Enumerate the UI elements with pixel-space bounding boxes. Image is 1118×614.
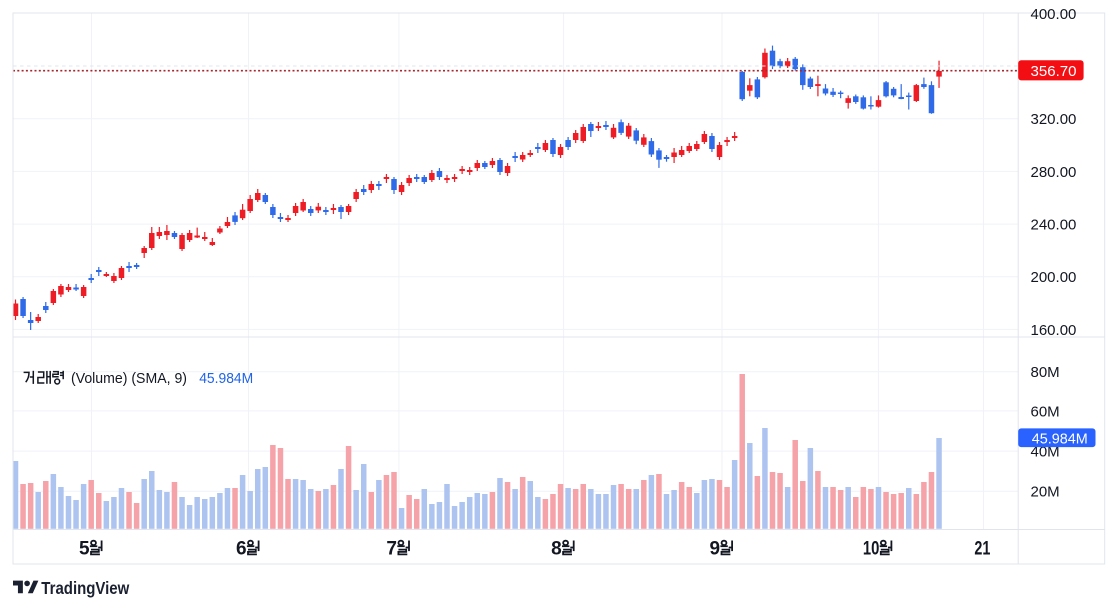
svg-text:240.00: 240.00 xyxy=(1031,217,1077,234)
svg-text:8: 8 xyxy=(551,539,562,560)
svg-text:356.70: 356.70 xyxy=(1031,63,1077,80)
svg-text:7: 7 xyxy=(386,539,397,560)
svg-text:21: 21 xyxy=(974,539,990,560)
svg-text:40M: 40M xyxy=(1031,444,1060,461)
svg-text:45.984M: 45.984M xyxy=(1032,431,1088,448)
svg-text:160.00: 160.00 xyxy=(1031,322,1077,339)
svg-text:45.984M: 45.984M xyxy=(199,370,253,387)
svg-text:20M: 20M xyxy=(1031,484,1060,501)
svg-text:9: 9 xyxy=(710,539,721,560)
svg-text:200.00: 200.00 xyxy=(1031,269,1077,286)
svg-text:400.00: 400.00 xyxy=(1031,6,1077,23)
svg-text:6: 6 xyxy=(236,539,247,560)
svg-text:5: 5 xyxy=(79,539,90,560)
svg-text:TradingView: TradingView xyxy=(41,578,129,598)
svg-text:280.00: 280.00 xyxy=(1031,164,1077,181)
svg-text:80M: 80M xyxy=(1031,364,1060,381)
svg-text:(Volume) (SMA, 9): (Volume) (SMA, 9) xyxy=(71,370,187,387)
svg-text:60M: 60M xyxy=(1031,403,1060,420)
svg-text:10: 10 xyxy=(863,539,880,560)
svg-text:320.00: 320.00 xyxy=(1031,111,1077,128)
